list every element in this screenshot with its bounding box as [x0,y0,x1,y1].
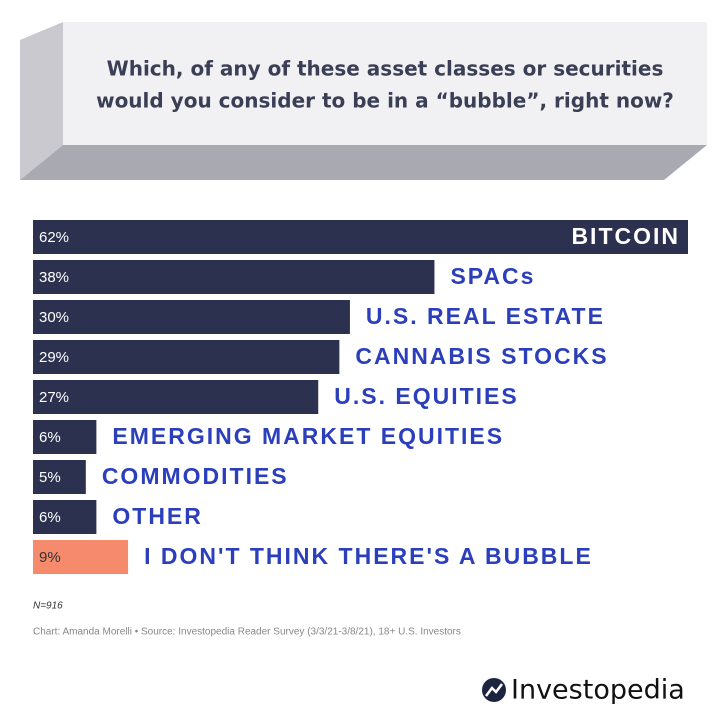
bar [33,220,688,254]
category-label: OTHER [112,503,203,529]
category-label: COMMODITIES [102,463,289,489]
category-label: U.S. EQUITIES [334,383,518,409]
category-label: U.S. REAL ESTATE [366,303,605,329]
value-label: 62% [39,229,69,246]
category-label: I DON'T THINK THERE'S A BUBBLE [144,543,593,569]
note: N=916 [33,601,63,612]
category-label: BITCOIN [571,223,680,249]
category-label: EMERGING MARKET EQUITIES [112,423,504,449]
value-label: 6% [39,509,61,526]
source: Chart: Amanda Morelli • Source: Investop… [33,627,461,638]
logo-mark [485,683,503,697]
bar [33,500,97,534]
bar [33,540,129,574]
category-label: CANNABIS STOCKS [355,343,608,369]
bar [33,260,435,294]
value-label: 5% [39,469,61,486]
value-label: 30% [39,309,69,326]
box-side [20,22,63,180]
value-label: 29% [39,349,69,366]
brand: Investopedia [511,675,685,706]
value-label: 27% [39,389,69,406]
bar [33,300,350,334]
value-label: 38% [39,269,69,286]
value-label: 9% [39,549,61,566]
bar [33,340,340,374]
bar [33,460,86,494]
chart-title: Which, of any of these asset classes or … [107,57,664,81]
box-bottom [20,145,707,180]
category-label: SPACs [450,263,535,289]
value-label: 6% [39,429,61,446]
title-box [63,22,707,145]
bar [33,380,319,414]
chart-title: would you consider to be in a “bubble”, … [96,89,674,113]
bar [33,420,97,454]
